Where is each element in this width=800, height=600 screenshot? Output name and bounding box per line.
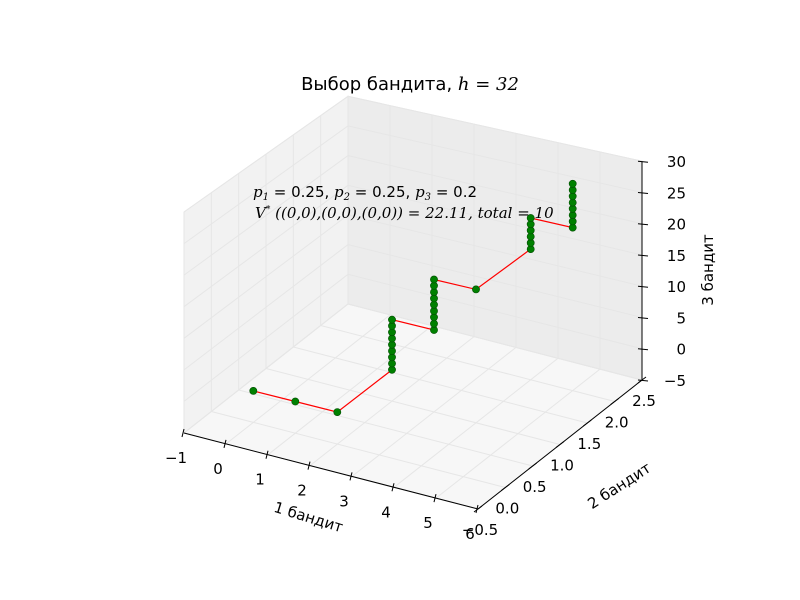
x-tick-label: 6 [465, 525, 475, 543]
x-axis-ticks: −1 0 1 2 3 4 5 6 [165, 428, 479, 543]
grid-line-z [183, 155, 643, 276]
x-axis-label: 1 бандит [272, 498, 346, 536]
y-tick [583, 419, 592, 427]
y-tick [555, 441, 565, 448]
z-tick [637, 348, 649, 351]
z-axis-ticks: −5 0 5 10 15 20 25 30 [637, 153, 686, 390]
grid-line-z [183, 95, 643, 213]
x-tick [223, 439, 227, 448]
z-tick-label: 15 [667, 247, 686, 265]
z-tick [637, 316, 649, 319]
x-tick-label: 5 [423, 514, 433, 532]
z-tick-label: 20 [667, 216, 686, 234]
x-tick [475, 504, 479, 514]
annotation-probabilities: p1 = 0.25, p2 = 0.25, p3 = 0.2 [253, 183, 477, 203]
x-axis-line [183, 432, 479, 510]
z-tick-label: 5 [676, 309, 686, 327]
axes-grid [183, 95, 643, 510]
x-tick-label: 1 [255, 471, 265, 489]
axes-panes [182, 95, 644, 510]
grid-line-z [183, 125, 643, 245]
data-point [291, 397, 300, 406]
grid-line-z [183, 273, 643, 402]
x-tick [433, 494, 437, 503]
y-tick [473, 505, 483, 513]
z-tick [637, 285, 649, 288]
x-tick [265, 450, 269, 459]
x-tick-label: 3 [339, 492, 349, 510]
y-tick-label: 0.5 [523, 478, 547, 496]
y-tick-label: 0.0 [495, 500, 519, 518]
y-tick [610, 398, 619, 405]
data-point [472, 285, 480, 294]
annotation-value: V* ((0,0),(0,0),(0,0)) = 22.11, total = … [255, 204, 554, 222]
x-tick [349, 472, 353, 481]
z-tick [637, 191, 649, 194]
y-tick-label: 1.0 [550, 457, 574, 475]
z-tick [637, 160, 649, 163]
x-tick [307, 461, 311, 470]
data-point [568, 179, 577, 188]
z-tick-label: 0 [676, 341, 686, 359]
y-tick [528, 462, 537, 470]
grid-line-z [183, 303, 643, 434]
x-tick-label: 0 [213, 460, 223, 478]
y-tick [501, 484, 510, 491]
plot-area [249, 179, 577, 416]
grid-line-z [183, 184, 643, 308]
grid-line-z [183, 244, 643, 371]
y-tick-label: 2.5 [632, 392, 656, 410]
y-axis-label: 2 бандит [584, 459, 654, 513]
y-tick-label: −0.5 [462, 521, 498, 539]
x-tick-label: −1 [165, 449, 187, 467]
data-point [333, 408, 342, 416]
x-tick [181, 428, 185, 438]
data-point [388, 315, 396, 324]
data-point [430, 275, 438, 284]
z-tick-label: 10 [667, 278, 686, 296]
z-tick [637, 223, 649, 226]
z-axis-label: 3 бандит [699, 234, 717, 306]
data-point [526, 214, 535, 222]
y-tick-label: 1.5 [577, 435, 601, 453]
x-tick [391, 483, 395, 492]
chart-title: Выбор бандита, h = 32 [301, 74, 519, 95]
z-tick [637, 379, 649, 382]
data-point [249, 386, 258, 395]
y-tick-label: 2.0 [605, 414, 629, 432]
z-tick-label: −5 [664, 372, 686, 390]
x-tick-label: 2 [297, 482, 307, 500]
grid-line-z [183, 214, 643, 339]
z-tick [637, 254, 649, 257]
y-axis-ticks: −0.5 0.00.51.01.52.02.5 [462, 376, 656, 539]
z-tick-label: 25 [667, 184, 686, 202]
x-tick-label: 4 [381, 503, 391, 521]
z-tick-label: 30 [667, 153, 686, 171]
